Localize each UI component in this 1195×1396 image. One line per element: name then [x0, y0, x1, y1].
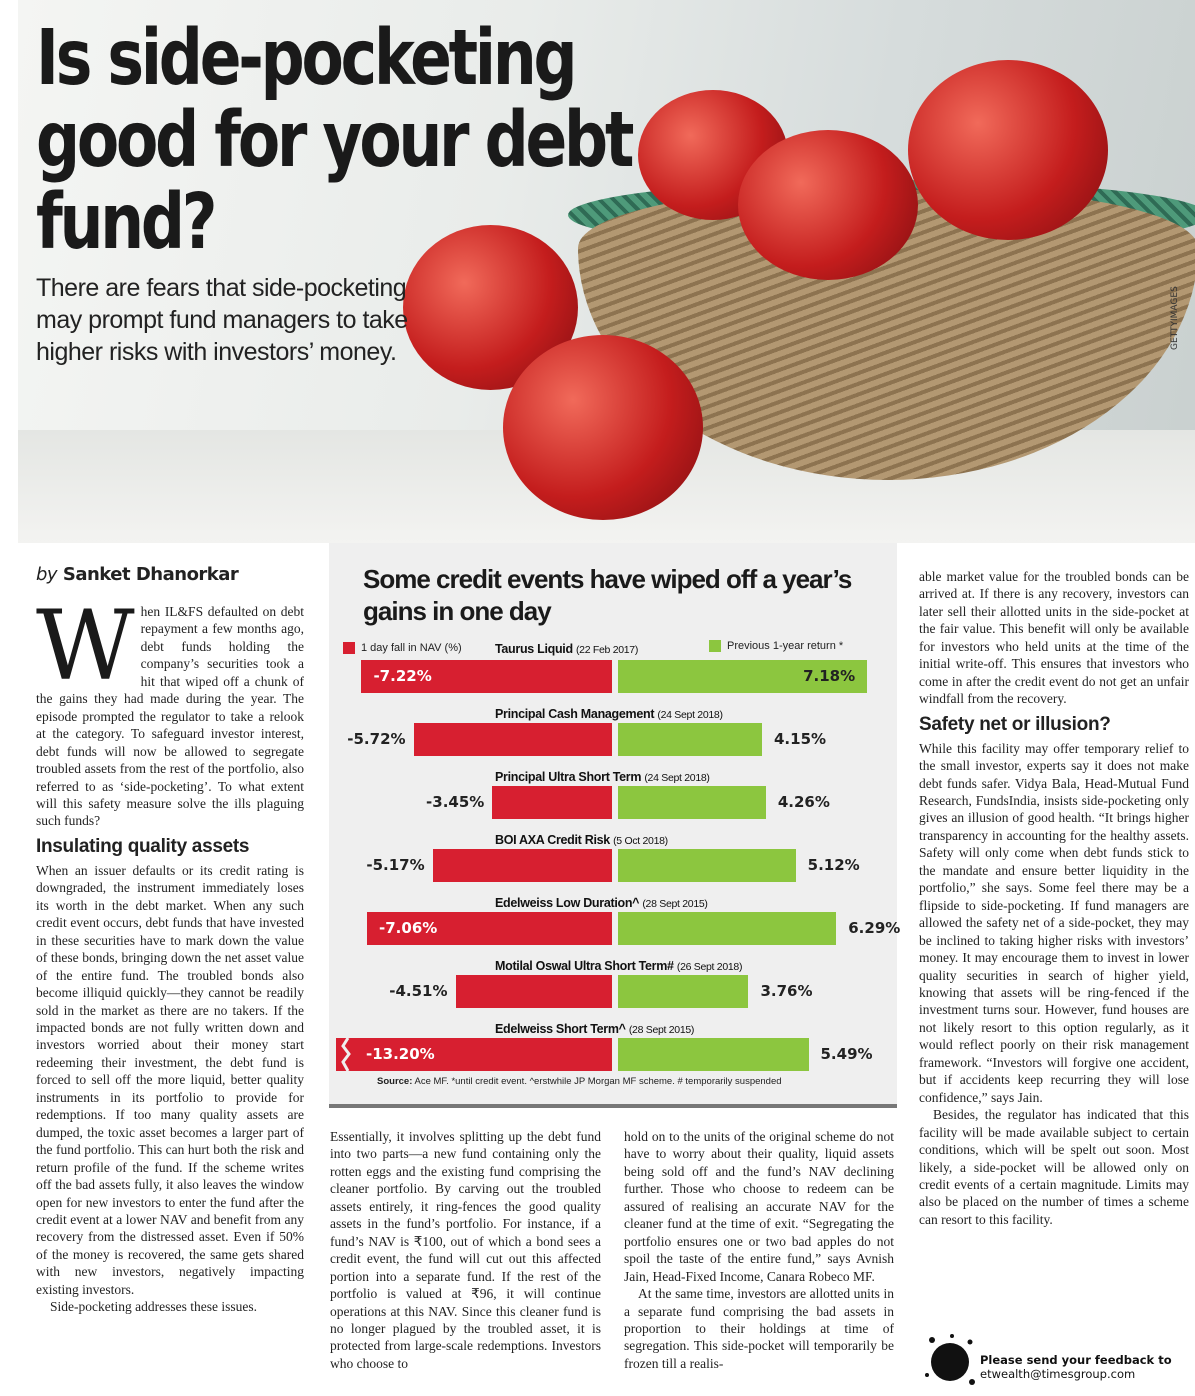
byline: by Sanket Dhanorkar: [36, 564, 239, 585]
return-bar: [618, 912, 837, 945]
photo-credit: GETTYIMAGES: [1170, 286, 1180, 350]
fall-value: -7.22%: [373, 667, 432, 685]
section-heading: Insulating quality assets: [36, 835, 250, 857]
legend-fall: 1 day fall in NAV (%): [343, 642, 462, 654]
return-value: 4.26%: [777, 793, 830, 811]
paragraph: While this facility may offer temporary …: [919, 740, 1189, 1105]
fall-bar: [413, 723, 612, 756]
chart-source: Source: Ace MF. *until credit event. ^er…: [377, 1076, 782, 1087]
fall-value: -5.72%: [347, 730, 406, 748]
return-value: 6.29%: [848, 919, 901, 937]
fall-value: -13.20%: [366, 1045, 435, 1063]
column-3: hold on to the units of the original sch…: [624, 1128, 894, 1372]
infographic-chart: Some credit events have wiped off a year…: [329, 543, 901, 1108]
category-label: Principal Cash Management (24 Sept 2018): [495, 707, 723, 721]
fall-value: -7.06%: [379, 919, 438, 937]
drop-cap: W: [36, 590, 135, 702]
feedback-email[interactable]: etwealth@timesgroup.com: [980, 1367, 1136, 1381]
legend-swatch: [343, 642, 355, 654]
legend-return: Previous 1-year return *: [709, 640, 843, 652]
category-label: Principal Ultra Short Term (24 Sept 2018…: [495, 770, 710, 784]
fall-value: -3.45%: [426, 793, 485, 811]
section-heading: Safety net or illusion?: [919, 713, 1111, 735]
apple: [738, 130, 918, 280]
subheadline: There are fears that side-pocketing may …: [36, 274, 408, 366]
return-bar: [618, 786, 766, 819]
ink-splat-icon: [925, 1334, 975, 1385]
return-value: 7.18%: [803, 667, 856, 685]
paragraph: At the same time, investors are allotted…: [624, 1286, 894, 1371]
paragraph: able market value for the troubled bonds…: [919, 569, 1189, 707]
chart-title: Some credit events have wiped off a year…: [363, 564, 852, 626]
return-value: 4.15%: [774, 730, 827, 748]
apple: [503, 335, 703, 520]
paragraph: Side-pocketing addresses these issues.: [50, 1299, 257, 1315]
return-value: 5.12%: [807, 856, 860, 874]
fall-bar: [432, 849, 612, 882]
fall-value: -5.17%: [366, 856, 425, 874]
fall-bar: [367, 912, 612, 945]
hero-photo: [18, 0, 1195, 543]
return-bar: [618, 849, 796, 882]
paragraph: Besides, the regulator has indicated tha…: [919, 1107, 1189, 1227]
paragraph: When an issuer defaults or its credit ra…: [36, 862, 304, 1297]
fall-bar: [455, 975, 612, 1008]
author: Sanket Dhanorkar: [62, 564, 239, 585]
fall-bar: [361, 660, 612, 693]
apple: [908, 60, 1108, 240]
fall-bar: [492, 786, 612, 819]
return-value: 5.49%: [820, 1045, 873, 1063]
fall-value: -4.51%: [389, 982, 448, 1000]
paragraph: Essentially, it involves splitting up th…: [330, 1129, 601, 1371]
return-bar: [618, 660, 868, 693]
column-2: Essentially, it involves splitting up th…: [330, 1128, 601, 1372]
headline: Is side-pocketing good for your debt fun…: [36, 14, 634, 267]
legend-swatch: [709, 640, 721, 652]
category-label: Edelweiss Low Duration^ (28 Sept 2015): [495, 896, 708, 910]
axis-break-icon: [341, 1038, 351, 1071]
category-label: Edelweiss Short Term^ (28 Sept 2015): [495, 1022, 695, 1036]
feedback-note: Please send your feedback to etwealth@tim…: [980, 1353, 1172, 1381]
fall-bar: [336, 1038, 612, 1071]
byline-prefix: by: [36, 564, 58, 585]
return-value: 3.76%: [760, 982, 813, 1000]
return-bar: [618, 723, 762, 756]
category-label: Motilal Oswal Ultra Short Term# (26 Sept…: [495, 959, 743, 973]
paragraph: hold on to the units of the original sch…: [624, 1129, 894, 1284]
column-4: able market value for the troubled bonds…: [919, 568, 1189, 1228]
return-bar: [618, 1038, 809, 1071]
category-label: BOI AXA Credit Risk (5 Oct 2018): [495, 833, 668, 847]
category-label: Taurus Liquid (22 Feb 2017): [495, 642, 639, 656]
return-bar: [618, 975, 749, 1008]
